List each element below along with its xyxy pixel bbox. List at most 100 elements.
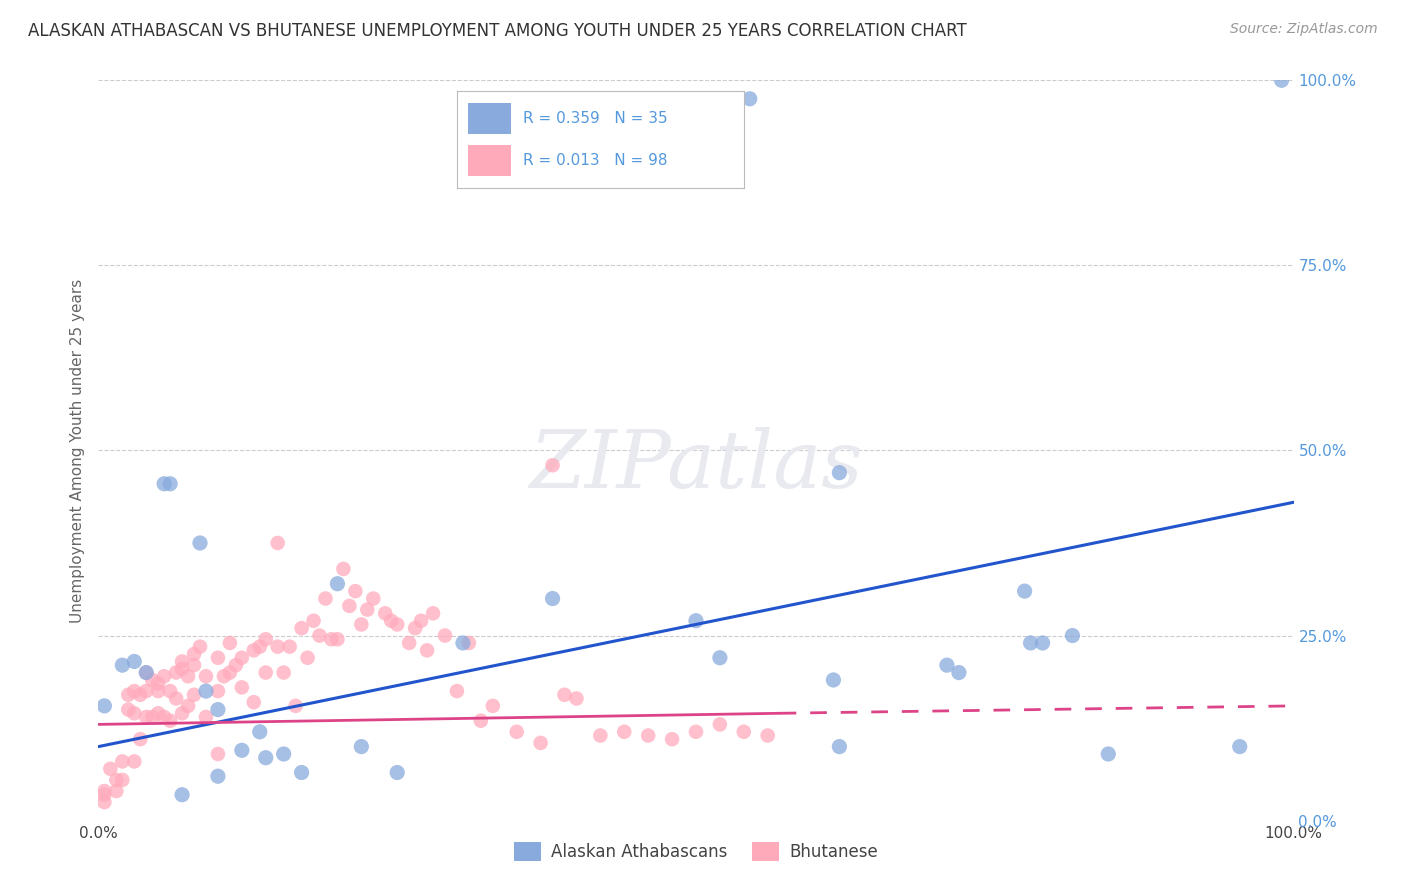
Point [541,591,564,606]
Point [363,591,385,606]
Point [254,632,277,647]
Point [273,747,295,761]
Point [165,665,187,680]
Point [756,729,779,743]
Point [434,628,457,642]
Point [195,669,218,683]
Point [93,788,115,802]
Point [124,755,146,769]
Point [398,636,420,650]
Point [111,658,134,673]
Point [637,729,659,743]
Point [124,706,146,721]
Point [411,614,433,628]
Point [267,640,290,654]
Point [172,706,194,721]
Point [356,602,378,616]
Point [267,536,290,550]
Point [183,688,205,702]
Point [530,736,553,750]
Point [153,669,176,683]
Point [308,628,330,642]
Point [470,714,492,728]
Point [207,747,229,761]
Text: ZIPatlas: ZIPatlas [529,426,863,504]
Point [254,750,277,764]
Point [1032,636,1054,650]
Point [458,636,481,650]
Point [249,724,271,739]
Point [326,576,349,591]
Point [207,650,229,665]
Point [148,706,170,721]
Point [446,684,468,698]
Point [172,662,194,676]
Point [332,562,354,576]
Point [219,665,242,680]
Point [733,724,755,739]
Point [207,769,229,783]
Point [291,765,314,780]
Point [385,765,409,780]
Point [278,640,301,654]
Point [936,658,959,673]
Point [249,640,271,654]
Point [117,703,139,717]
Point [148,684,170,698]
Point [326,632,349,647]
Point [207,684,229,698]
Point [321,632,343,647]
Point [481,698,505,713]
Point [374,607,396,621]
Point [183,658,205,673]
Point [1271,73,1294,87]
Point [339,599,361,613]
Point [350,617,373,632]
Point [738,92,761,106]
Point [1097,747,1119,761]
Point [506,724,529,739]
Point [243,643,266,657]
Point [159,714,181,728]
Point [111,772,134,787]
Point [212,669,235,683]
Point [451,636,474,650]
Point [1014,584,1036,599]
Point [177,698,200,713]
Point [243,695,266,709]
Point [422,607,444,621]
Point [172,788,194,802]
Point [98,762,122,776]
Point [273,665,295,680]
Point [380,614,402,628]
Point [159,684,181,698]
Point [225,658,247,673]
Point [141,673,163,687]
Point [207,703,229,717]
Point [141,710,163,724]
Point [291,621,314,635]
Text: ALASKAN ATHABASCAN VS BHUTANESE UNEMPLOYMENT AMONG YOUTH UNDER 25 YEARS CORRELAT: ALASKAN ATHABASCAN VS BHUTANESE UNEMPLOY… [28,22,967,40]
Point [93,698,115,713]
Text: Source: ZipAtlas.com: Source: ZipAtlas.com [1230,22,1378,37]
Point [709,717,731,731]
Point [165,691,187,706]
Point [685,724,707,739]
Point [159,476,181,491]
Point [188,536,211,550]
Point [231,650,253,665]
Point [231,681,253,695]
Point [105,784,128,798]
Point [93,784,115,798]
Point [302,614,325,628]
Point [195,710,218,724]
Point [404,621,426,635]
Point [297,650,319,665]
Point [1019,636,1042,650]
Point [195,684,218,698]
Point [823,673,845,687]
Point [828,466,851,480]
Point [153,710,176,724]
Y-axis label: Unemployment Among Youth under 25 years: Unemployment Among Youth under 25 years [70,278,86,623]
Point [350,739,373,754]
